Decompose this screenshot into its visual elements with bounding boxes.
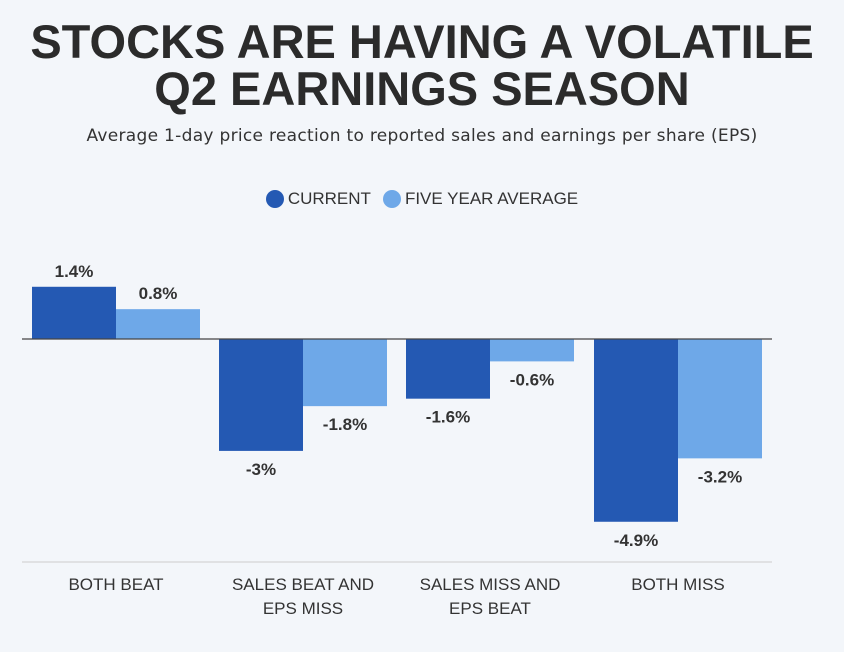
legend-item-current: CURRENT <box>265 189 371 209</box>
legend-swatch-five-year <box>382 190 401 208</box>
bar-five-year-3 <box>678 339 762 459</box>
data-label-current-0: 1.4% <box>55 262 94 281</box>
chart-title-line-1: STOCKS ARE HAVING A VOLATILE <box>30 15 814 68</box>
category-label-1: SALES BEAT AND EPS MISS <box>232 575 374 618</box>
bar-current-2 <box>406 339 490 399</box>
category-label-2: SALES MISS AND EPS BEAT <box>420 575 561 618</box>
category-label-3: BOTH MISS <box>631 575 725 594</box>
bar-current-3 <box>594 339 678 522</box>
legend-label-five-year: FIVE YEAR AVERAGE <box>404 189 579 208</box>
data-label-current-1: -3% <box>246 460 276 479</box>
data-label-five-year-0: 0.8% <box>139 284 178 303</box>
chart-subtitle: Average 1-day price reaction to reported… <box>86 126 758 146</box>
data-label-five-year-3: -3.2% <box>698 467 742 486</box>
legend-item-five-year: FIVE YEAR AVERAGE <box>382 189 579 209</box>
legend-label-current: CURRENT <box>287 189 371 208</box>
chart-legend: CURRENT FIVE YEAR AVERAGE <box>0 189 844 209</box>
data-label-current-3: -4.9% <box>614 531 658 550</box>
data-label-current-2: -1.6% <box>426 408 470 427</box>
chart-title: STOCKS ARE HAVING A VOLATILE Q2 EARNINGS… <box>0 18 844 112</box>
chart-title-line-2: Q2 EARNINGS SEASON <box>154 62 690 115</box>
bar-current-0 <box>32 286 116 339</box>
bar-five-year-1 <box>303 339 387 407</box>
bar-five-year-2 <box>490 339 574 362</box>
bar-five-year-0 <box>116 309 200 339</box>
data-label-five-year-1: -1.8% <box>323 415 367 434</box>
data-label-five-year-2: -0.6% <box>510 370 554 389</box>
bar-current-1 <box>219 339 303 451</box>
category-label-0: BOTH BEAT <box>68 575 163 594</box>
legend-swatch-current <box>265 190 284 208</box>
